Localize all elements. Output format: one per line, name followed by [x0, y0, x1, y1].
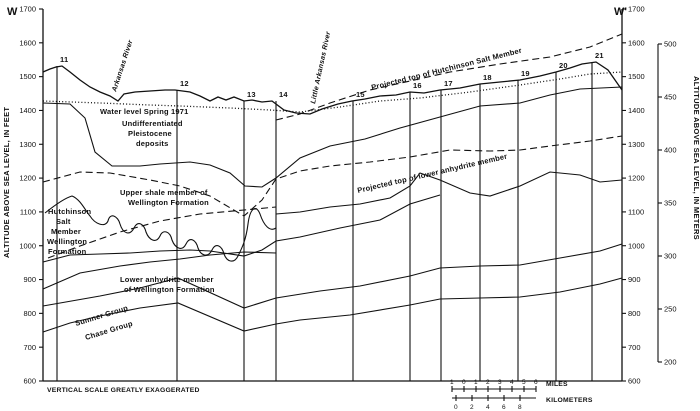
km-scale-bar: 0 2 4 6 8 KILOMETERS [452, 395, 593, 411]
lower-anhydrite-base-line [42, 251, 277, 290]
hutchinson-left-label-2: Salt [56, 217, 71, 226]
left-axis-title: ALTITUDE ABOVE SEA LEVEL, IN FEET [2, 107, 11, 258]
feet-tick-label-right: 1500 [628, 72, 645, 81]
hutchinson-salt-top-line [275, 33, 623, 121]
water-level-label: Water level Spring 1971 [100, 107, 189, 116]
feet-tick-label-right: 1200 [628, 174, 645, 183]
well-number: 19 [521, 69, 530, 78]
feet-tick-label: 1600 [19, 38, 36, 47]
miles-unit-label: MILES [546, 381, 568, 388]
miles-scale-label: 0 [462, 379, 466, 386]
lower-anhydrite-top-projected [42, 135, 623, 217]
hutchinson-left-label-1: Hutchinson [48, 207, 91, 216]
hutchinson-left-label-3: Member [51, 227, 81, 236]
upper-shale-base-line [42, 194, 441, 263]
miles-scale-label: 2 [486, 379, 490, 386]
km-scale-label: 4 [486, 404, 490, 411]
pleistocene-label-3: deposits [136, 139, 168, 148]
km-scale-label: 6 [502, 404, 506, 411]
feet-tick-label-right: 700 [628, 343, 641, 352]
arkansas-river-label: Arkansas River [111, 38, 135, 93]
pleistocene-label-1: Undifferentiated [122, 119, 183, 128]
km-scale-label: 2 [470, 404, 474, 411]
well-number: 11 [60, 55, 68, 64]
well-number: 13 [247, 90, 256, 99]
miles-scale-label: 5 [522, 379, 526, 386]
chase-top-line [42, 277, 623, 333]
meter-tick-label: 300 [664, 252, 677, 261]
well-number: 21 [595, 51, 604, 60]
sumner-top-line [42, 243, 623, 309]
miles-scale-label: 3 [498, 379, 502, 386]
meter-tick-label: 450 [664, 93, 677, 102]
lower-anhydrite-label-1: Lower anhydrite member [120, 275, 214, 284]
well-number: 14 [279, 90, 288, 99]
meter-tick-label: 350 [664, 199, 677, 208]
feet-tick-label: 1300 [19, 140, 36, 149]
east-label: W' [614, 6, 627, 18]
miles-scale-label: 1 [474, 379, 478, 386]
pleistocene-base-line [42, 86, 623, 188]
upper-shale-label-1: Upper shale member of [120, 188, 208, 197]
well-number: 18 [483, 73, 492, 82]
well-number: 17 [444, 79, 453, 88]
well-number: 20 [559, 61, 568, 70]
feet-tick-label: 900 [23, 275, 36, 284]
well-number: 16 [413, 81, 422, 90]
right-axis-title: ALTITUDE ABOVE SEA LEVEL, IN METERS [692, 76, 700, 240]
feet-tick-label-right: 1300 [628, 140, 645, 149]
feet-tick-label: 1200 [19, 174, 36, 183]
km-unit-label: KILOMETERS [546, 397, 593, 404]
meter-ticks: 500 450 400 350 300 250 200 [658, 40, 677, 367]
wells: 11 12 13 14 15 16 17 18 19 20 21 [56, 51, 604, 381]
hutchinson-left-label-4: Wellington [47, 237, 87, 246]
km-scale-label: 8 [518, 404, 522, 411]
little-arkansas-river-label: Little Arkansas River [310, 30, 332, 104]
feet-tick-label: 1700 [19, 5, 36, 14]
water-level-line [42, 71, 623, 113]
upper-shale-label-2: Wellington Formation [128, 198, 209, 207]
land-surface-line [42, 61, 623, 115]
left-feet-ticks: 1700 1600 1500 1400 1300 1200 1100 1000 900 800 70… [19, 5, 43, 386]
contorted-salt-boundary [44, 195, 277, 262]
right-feet-ticks: 1700 1600 1500 1400 1300 1200 1100 1000 900 800 70… [622, 5, 645, 386]
feet-tick-label: 1500 [19, 72, 36, 81]
feet-tick-label-right: 1400 [628, 106, 645, 115]
feet-tick-label-right: 900 [628, 275, 641, 284]
well-number: 15 [356, 90, 365, 99]
feet-tick-label: 1400 [19, 106, 36, 115]
hutchinson-left-label-5: Formation [48, 247, 87, 256]
feet-tick-label-right: 1000 [628, 241, 645, 250]
lower-anhydrite-top-label: Projected top of lower anhydrite member [356, 152, 508, 195]
meter-tick-label: 400 [664, 146, 677, 155]
feet-tick-label-right: 800 [628, 309, 641, 318]
feet-tick-label-right: 1100 [628, 208, 644, 217]
feet-tick-label-right: 1600 [628, 38, 645, 47]
lower-anhydrite-label-2: of Wellington Formation [124, 285, 215, 294]
miles-scale-label: 6 [534, 379, 538, 386]
west-label: W [7, 6, 18, 18]
lower-anhydrite-top-line [275, 171, 623, 215]
salt-wedge-line [47, 206, 277, 259]
miles-scale-label: 4 [510, 379, 514, 386]
km-scale-label: 0 [454, 404, 458, 411]
feet-tick-label: 600 [23, 377, 36, 386]
feet-tick-label-right: 600 [628, 377, 641, 386]
meter-tick-label: 200 [664, 358, 677, 367]
meter-tick-label: 500 [664, 40, 677, 49]
feet-tick-label: 700 [23, 343, 36, 352]
feet-tick-label: 1000 [19, 241, 36, 250]
vertical-scale-note: VERTICAL SCALE GREATLY EXAGGERATED [47, 387, 200, 394]
feet-tick-label: 800 [23, 309, 36, 318]
feet-tick-label-right: 1700 [628, 5, 645, 14]
well-number: 12 [180, 79, 189, 88]
miles-scale-label: 1 [450, 379, 454, 386]
meter-tick-label: 250 [664, 305, 677, 314]
pleistocene-label-2: Pleistocene [128, 129, 172, 138]
miles-scale-bar: 1 0 1 2 3 4 5 6 MILES [450, 379, 568, 392]
feet-tick-label: 1100 [20, 208, 36, 217]
